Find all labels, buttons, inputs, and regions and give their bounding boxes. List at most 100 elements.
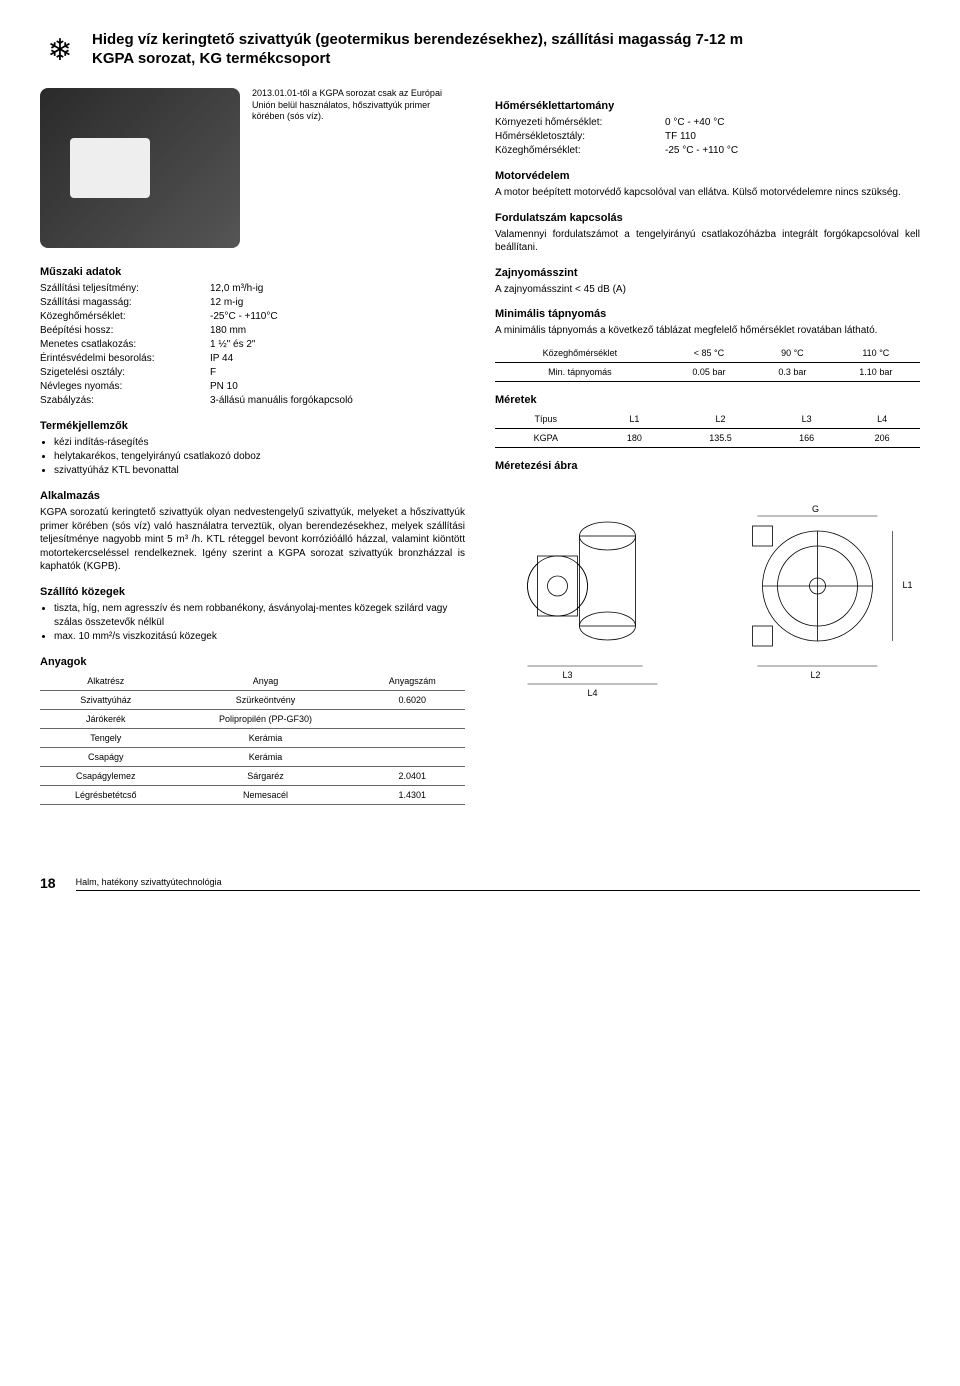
- dim-label-l2: L2: [810, 670, 820, 680]
- section-szallito-title: Szállító közegek: [40, 586, 465, 598]
- table-header: Közeghőmérséklet: [495, 344, 665, 363]
- kv-value: 0 °C - +40 °C: [665, 116, 920, 130]
- section-mintap-title: Minimális tápnyomás: [495, 308, 920, 320]
- table-cell: Légrésbetétcső: [40, 785, 172, 804]
- table-cell: Csapágylemez: [40, 766, 172, 785]
- fordulat-body: Valamennyi fordulatszámot a tengelyirány…: [495, 228, 920, 255]
- kv-value: TF 110: [665, 130, 920, 144]
- kv-value: 3-állású manuális forgókapcsoló: [210, 394, 465, 408]
- kv-row: Szállítási magasság:12 m-ig: [40, 296, 465, 310]
- table-cell: Szürkeöntvény: [172, 690, 360, 709]
- table-cell: 1.10 bar: [832, 362, 920, 381]
- table-cell: 180: [597, 428, 673, 447]
- table-row: SzivattyúházSzürkeöntvény0.6020: [40, 690, 465, 709]
- table-header-row: TípusL1L2L3L4: [495, 410, 920, 429]
- kv-key: Szállítási teljesítmény:: [40, 282, 210, 296]
- kv-value: F: [210, 366, 465, 380]
- kv-key: Környezeti hőmérséklet:: [495, 116, 665, 130]
- kv-key: Közeghőmérséklet:: [495, 144, 665, 158]
- table-row: CsapágyKerámia: [40, 747, 465, 766]
- anyagok-table: AlkatrészAnyagAnyagszámSzivattyúházSzürk…: [40, 672, 465, 805]
- table-header: Típus: [495, 410, 597, 429]
- termek-list: kézi indítás-rásegítéshelytakarékos, ten…: [40, 436, 465, 478]
- kv-value: IP 44: [210, 352, 465, 366]
- table-cell: Tengely: [40, 728, 172, 747]
- table-cell: [359, 728, 465, 747]
- table-cell: 1.4301: [359, 785, 465, 804]
- section-alkalmazas-title: Alkalmazás: [40, 490, 465, 502]
- table-cell: Csapágy: [40, 747, 172, 766]
- motor-body: A motor beépített motorvédő kapcsolóval …: [495, 186, 920, 200]
- kv-key: Érintésvédelmi besorolás:: [40, 352, 210, 366]
- kv-row: Menetes csatlakozás:1 ½" és 2": [40, 338, 465, 352]
- table-header-row: AlkatrészAnyagAnyagszám: [40, 672, 465, 691]
- dim-label-l3: L3: [563, 670, 573, 680]
- kv-key: Névleges nyomás:: [40, 380, 210, 394]
- table-header-row: Közeghőmérséklet< 85 °C90 °C110 °C: [495, 344, 920, 363]
- table-header: L4: [844, 410, 920, 429]
- table-header: L2: [672, 410, 769, 429]
- table-cell: Szivattyúház: [40, 690, 172, 709]
- left-column: 2013.01.01-től a KGPA sorozat csak az Eu…: [40, 88, 465, 815]
- kv-row: Környezeti hőmérséklet:0 °C - +40 °C: [495, 116, 920, 130]
- table-cell: 135.5: [672, 428, 769, 447]
- table-cell: 206: [844, 428, 920, 447]
- table-header: 110 °C: [832, 344, 920, 363]
- table-cell: Polipropilén (PP-GF30): [172, 709, 360, 728]
- table-row: TengelyKerámia: [40, 728, 465, 747]
- table-cell: Sárgaréz: [172, 766, 360, 785]
- table-cell: Kerámia: [172, 747, 360, 766]
- table-row: JárókerékPolipropilén (PP-GF30): [40, 709, 465, 728]
- table-header: < 85 °C: [665, 344, 753, 363]
- temp-rows: Környezeti hőmérséklet:0 °C - +40 °CHőmé…: [495, 116, 920, 158]
- table-cell: Nemesacél: [172, 785, 360, 804]
- kv-value: 12,0 m³/h-ig: [210, 282, 465, 296]
- table-header: L1: [597, 410, 673, 429]
- kv-value: -25°C - +110°C: [210, 310, 465, 324]
- snowflake-icon: ❄: [40, 30, 80, 70]
- section-termek-title: Termékjellemzők: [40, 420, 465, 432]
- table-cell: KGPA: [495, 428, 597, 447]
- kv-key: Hőmérsékletosztály:: [495, 130, 665, 144]
- mintap-body: A minimális tápnyomás a következő tábláz…: [495, 324, 920, 338]
- kv-value: -25 °C - +110 °C: [665, 144, 920, 158]
- section-fordulat-title: Fordulatszám kapcsolás: [495, 212, 920, 224]
- page-subtitle: KGPA sorozat, KG termékcsoport: [92, 50, 743, 67]
- page-number: 18: [40, 875, 56, 891]
- table-header: L3: [769, 410, 845, 429]
- kv-value: 12 m-ig: [210, 296, 465, 310]
- table-header: 90 °C: [753, 344, 832, 363]
- page-footer: 18 Halm, hatékony szivattyútechnológia: [40, 855, 920, 891]
- section-anyagok-title: Anyagok: [40, 656, 465, 668]
- diagram-svg: G L1 L3 L4 L2: [495, 476, 920, 716]
- table-header: Anyag: [172, 672, 360, 691]
- kv-key: Szállítási magasság:: [40, 296, 210, 310]
- section-temp-title: Hőmérséklettartomány: [495, 100, 920, 112]
- product-photo: [40, 88, 240, 248]
- kv-row: Szállítási teljesítmény:12,0 m³/h-ig: [40, 282, 465, 296]
- kv-key: Szigetelési osztály:: [40, 366, 210, 380]
- dim-label-l1: L1: [903, 580, 913, 590]
- list-item: szivattyúház KTL bevonattal: [54, 464, 465, 478]
- table-row: CsapágylemezSárgaréz2.0401: [40, 766, 465, 785]
- table-cell: 166: [769, 428, 845, 447]
- kv-key: Szabályzás:: [40, 394, 210, 408]
- kv-key: Közeghőmérséklet:: [40, 310, 210, 324]
- kv-key: Beépítési hossz:: [40, 324, 210, 338]
- kv-row: Szabályzás:3-állású manuális forgókapcso…: [40, 394, 465, 408]
- mintap-table: Közeghőmérséklet< 85 °C90 °C110 °CMin. t…: [495, 344, 920, 382]
- kv-value: PN 10: [210, 380, 465, 394]
- list-item: max. 10 mm²/s viszkozitású közegek: [54, 630, 465, 644]
- muszaki-rows: Szállítási teljesítmény:12,0 m³/h-igSzál…: [40, 282, 465, 408]
- section-meretek-title: Méretek: [495, 394, 920, 406]
- szallito-list: tiszta, híg, nem agresszív és nem robban…: [40, 602, 465, 644]
- section-motor-title: Motorvédelem: [495, 170, 920, 182]
- list-item: helytakarékos, tengelyirányú csatlakozó …: [54, 450, 465, 464]
- kv-row: Érintésvédelmi besorolás:IP 44: [40, 352, 465, 366]
- table-header: Alkatrész: [40, 672, 172, 691]
- table-cell: 0.3 bar: [753, 362, 832, 381]
- dimension-diagram: G L1 L3 L4 L2: [495, 476, 920, 716]
- footer-text: Halm, hatékony szivattyútechnológia: [76, 877, 920, 891]
- kv-value: 180 mm: [210, 324, 465, 338]
- product-caption: 2013.01.01-től a KGPA sorozat csak az Eu…: [252, 88, 465, 123]
